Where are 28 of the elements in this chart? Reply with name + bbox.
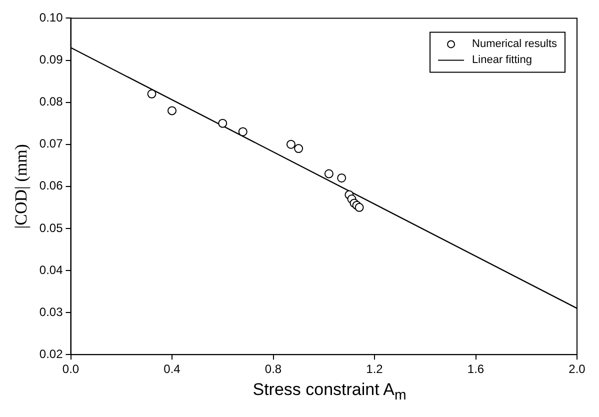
point [147,89,156,98]
legend-label: Numerical results [472,38,558,50]
x-tick-label: 1.6 [467,362,484,376]
y-tick-label: 0.07 [39,136,64,151]
x-tick-label: 0.4 [164,362,181,376]
x-tick-label: 0.8 [264,362,282,376]
x-tick-label: 1.2 [366,362,384,376]
y-tick-label: 0.06 [39,178,64,193]
y-tick-label: 0.02 [39,346,64,361]
text: 0.0 [62,362,80,376]
point [238,127,248,136]
y-tick-label: 0.04 [39,262,64,277]
y-tick-label: 0.09 [39,52,64,67]
y-tick-label: 0.05 [39,220,64,235]
point [354,202,364,212]
point [324,169,334,178]
y-axis-title: |COD| (mm) [12,144,31,229]
text: 0.10 [39,10,63,25]
point [294,144,304,154]
legend-label: Linear fitting [472,54,532,66]
y-tick-label: 0.03 [39,304,64,319]
x-axis-title: Stress constraint A$_{m}$ [252,380,408,404]
point [168,106,177,116]
point [218,118,228,128]
point [286,140,296,149]
y-tick-label: 0.08 [39,94,64,109]
point [337,173,346,182]
text: 2.0 [568,362,586,376]
